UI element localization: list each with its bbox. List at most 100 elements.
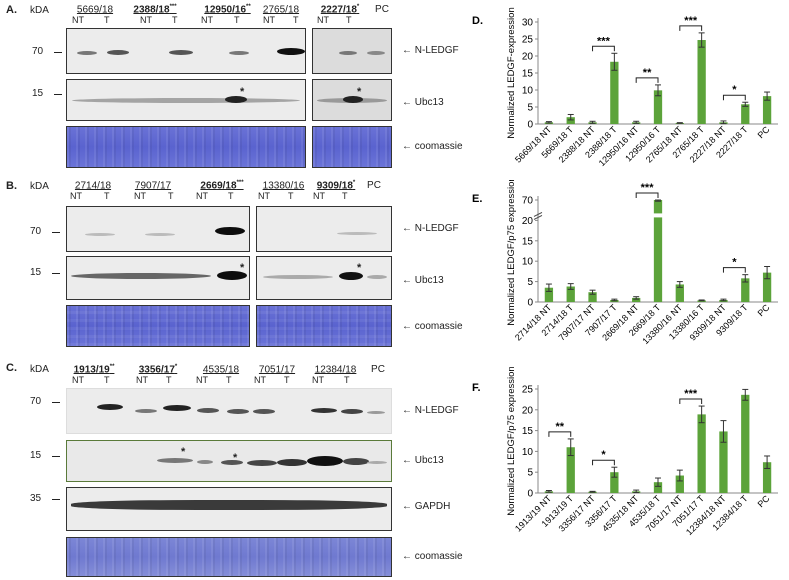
- bar: [741, 394, 750, 493]
- sample-label: 2765/18: [262, 4, 300, 16]
- significance-bracket: [722, 267, 746, 273]
- bar: [741, 104, 750, 124]
- blot-label-n-ledgf: ← N-LEDGF: [402, 223, 459, 234]
- t-label: T: [168, 191, 174, 201]
- coomassie-gel: [66, 126, 306, 168]
- y-tick-label: 70: [522, 196, 534, 207]
- kda-label: kDA: [30, 364, 49, 375]
- mw-marker: 70: [32, 46, 44, 57]
- bar: [566, 447, 575, 493]
- t-label: T: [284, 375, 290, 385]
- sample-label: 2388/18***: [133, 4, 177, 16]
- western-blot-gapdh: [66, 487, 392, 531]
- significance-star: *: [240, 86, 245, 98]
- y-tick-label: 5: [527, 277, 533, 288]
- western-blot-ubc13: [66, 440, 392, 482]
- t-label: T: [226, 375, 232, 385]
- nt-label: NT: [201, 15, 213, 25]
- mw-tick: [52, 402, 60, 403]
- nt-label: NT: [258, 191, 270, 201]
- coomassie-gel: [312, 126, 392, 168]
- bar: [566, 117, 575, 124]
- blot-label-n-ledgf: ← N-LEDGF: [402, 405, 459, 416]
- significance-star: *: [233, 452, 238, 464]
- y-tick-label: 20: [522, 216, 534, 227]
- bar: [653, 482, 663, 493]
- significance-bracket: [592, 459, 615, 466]
- kda-label: kDA: [30, 5, 49, 16]
- blot-label-n-ledgf: ← N-LEDGF: [402, 45, 459, 56]
- bar: [675, 284, 684, 302]
- bar: [697, 40, 706, 124]
- nt-label: NT: [313, 191, 325, 201]
- mw-tick: [52, 232, 60, 233]
- significance-bracket: [679, 398, 703, 405]
- western-blot-ubc13: [256, 256, 392, 300]
- nt-label: NT: [254, 375, 266, 385]
- y-tick-label: 10: [522, 447, 534, 458]
- y-tick-label: 0: [527, 298, 533, 309]
- western-blot-n-ledgf: [312, 28, 392, 74]
- t-label: T: [104, 375, 110, 385]
- t-label: T: [104, 191, 110, 201]
- panel-c-label: C.: [6, 362, 17, 374]
- nt-label: NT: [134, 191, 146, 201]
- coomassie-gel: [256, 305, 392, 347]
- mw-tick: [54, 52, 62, 53]
- sample-label: 9309/18*: [316, 180, 356, 192]
- significance-label: ***: [684, 388, 698, 400]
- significance-label: ***: [597, 35, 611, 47]
- axis-break-mark: [533, 211, 543, 217]
- bar: [762, 272, 772, 302]
- y-tick-label: 20: [522, 52, 534, 63]
- x-tick-label: PC: [756, 302, 772, 318]
- blot-label-coomassie: ← coomassie: [402, 321, 463, 332]
- blot-label-ubc13: ← Ubc13: [402, 275, 444, 286]
- sample-label: 12384/18: [314, 364, 357, 376]
- nt-label: NT: [72, 15, 84, 25]
- mw-marker: 35: [30, 493, 42, 504]
- nt-label: NT: [196, 191, 208, 201]
- y-tick-label: 0: [527, 120, 533, 131]
- mw-marker: 15: [32, 88, 44, 99]
- mw-marker: 70: [30, 226, 42, 237]
- t-label: T: [344, 375, 350, 385]
- y-tick-label: 15: [522, 426, 534, 437]
- x-tick-label: PC: [756, 493, 772, 509]
- axis-break-mark: [533, 214, 543, 220]
- mw-tick: [52, 499, 60, 500]
- y-tick-label: 5: [527, 103, 533, 114]
- blot-label-ubc13: ← Ubc13: [402, 455, 444, 466]
- blot-label-coomassie: ← coomassie: [402, 551, 463, 562]
- mw-tick: [52, 456, 60, 457]
- significance-star: *: [357, 86, 362, 98]
- sample-label: 7907/17: [134, 180, 172, 192]
- bar: [566, 286, 575, 302]
- nt-label: NT: [317, 15, 329, 25]
- t-label: T: [104, 15, 110, 25]
- bar: [544, 287, 554, 302]
- sample-label: 3356/17*: [138, 364, 178, 376]
- sample-label: 2669/18***: [200, 180, 244, 192]
- western-blot-ubc13: [312, 79, 392, 121]
- bar: [653, 90, 663, 124]
- western-blot-ubc13: [66, 256, 250, 300]
- t-label: T: [288, 191, 294, 201]
- t-label: T: [346, 15, 352, 25]
- nt-label: NT: [70, 191, 82, 201]
- significance-bracket: [592, 45, 615, 52]
- nt-label: NT: [136, 375, 148, 385]
- y-tick-label: 20: [522, 405, 534, 416]
- kda-label: kDA: [30, 181, 49, 192]
- x-tick-label: PC: [756, 124, 772, 140]
- pc-label: PC: [367, 180, 381, 191]
- western-blot-n-ledgf: [66, 388, 392, 434]
- y-tick-label: 10: [522, 257, 534, 268]
- sample-label: 4535/18: [202, 364, 240, 376]
- y-tick-label: 15: [522, 236, 534, 247]
- y-tick-label: 0: [527, 489, 533, 500]
- nt-label: NT: [140, 15, 152, 25]
- significance-label: ***: [641, 182, 655, 194]
- y-tick-label: 5: [527, 468, 533, 479]
- significance-bracket: [635, 192, 659, 198]
